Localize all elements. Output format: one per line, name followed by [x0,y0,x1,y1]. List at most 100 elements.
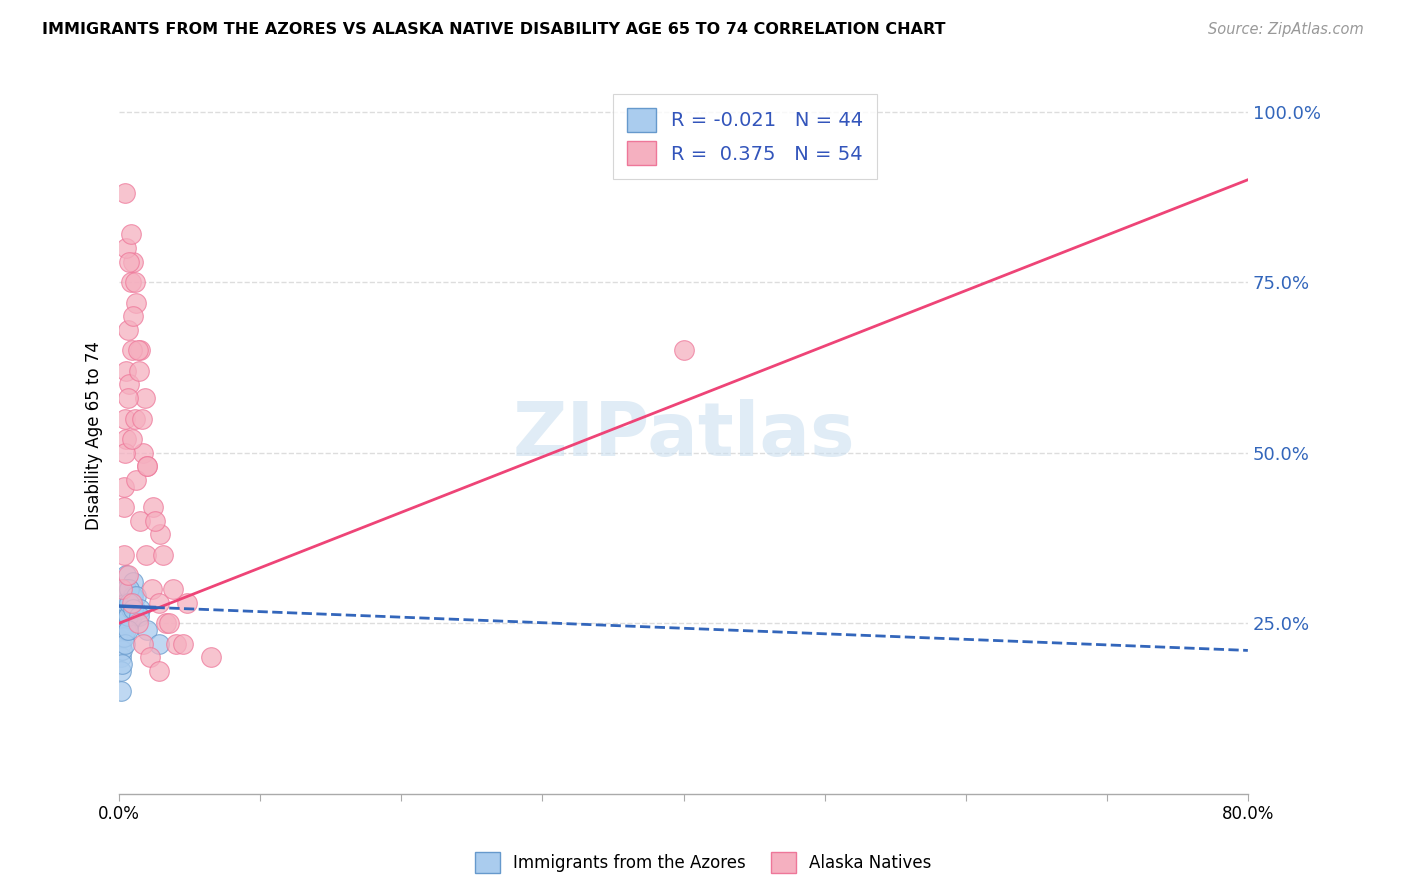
Point [112,500,135,515]
Point [149,527,172,541]
Point [162,582,184,596]
Text: IMMIGRANTS FROM THE AZORES VS ALASKA NATIVE DISABILITY AGE 65 TO 74 CORRELATION : IMMIGRANTS FROM THE AZORES VS ALASKA NAT… [42,22,946,37]
Point [114,616,136,631]
Point [157,616,180,631]
Legend: Immigrants from the Azores, Alaska Natives: Immigrants from the Azores, Alaska Nativ… [468,846,938,880]
Point [118,582,141,596]
Point [120,596,142,610]
Point [125,295,148,310]
Point [152,548,174,562]
Y-axis label: Disability Age 65 to 74: Disability Age 65 to 74 [86,341,103,530]
Point [127,343,149,358]
Point [120,602,142,616]
Point [118,616,141,631]
Point [121,596,143,610]
Point [200,650,222,665]
Point [111,630,134,644]
Point [131,411,153,425]
Point [124,275,146,289]
Point [142,500,165,515]
Point [110,684,132,698]
Legend: R = -0.021   N = 44, R =  0.375   N = 54: R = -0.021 N = 44, R = 0.375 N = 54 [613,95,877,178]
Point [114,411,136,425]
Point [136,459,159,474]
Point [111,643,134,657]
Point [132,637,155,651]
Point [118,254,141,268]
Point [112,548,135,562]
Point [115,596,138,610]
Point [125,473,148,487]
Point [115,432,138,446]
Point [115,364,138,378]
Point [129,602,152,616]
Point [148,664,170,678]
Point [111,582,134,596]
Point [117,609,139,624]
Point [155,616,177,631]
Point [120,275,142,289]
Point [111,596,134,610]
Text: ZIPatlas: ZIPatlas [512,399,855,472]
Point [148,596,170,610]
Point [124,411,146,425]
Point [121,609,143,624]
Point [122,575,145,590]
Point [115,623,138,637]
Point [118,377,141,392]
Point [139,650,162,665]
Point [115,582,138,596]
Point [114,609,136,624]
Point [172,637,194,651]
Point [111,657,134,671]
Point [165,637,187,651]
Point [121,343,143,358]
Point [112,480,135,494]
Point [112,582,135,596]
Point [117,609,139,624]
Point [120,227,142,242]
Point [117,323,139,337]
Point [121,432,143,446]
Point [120,602,142,616]
Point [118,616,141,631]
Point [115,568,138,582]
Point [129,514,152,528]
Point [136,623,159,637]
Point [135,548,157,562]
Point [115,241,138,255]
Point [128,609,150,624]
Point [114,596,136,610]
Point [132,445,155,459]
Point [122,309,145,323]
Point [111,623,134,637]
Point [143,514,166,528]
Point [117,596,139,610]
Point [124,602,146,616]
Point [122,589,145,603]
Point [110,637,132,651]
Point [122,602,145,616]
Point [122,254,145,268]
Text: Source: ZipAtlas.com: Source: ZipAtlas.com [1208,22,1364,37]
Point [117,623,139,637]
Point [110,664,132,678]
Point [127,616,149,631]
Point [114,445,136,459]
Point [128,364,150,378]
Point [141,582,163,596]
Point [114,637,136,651]
Point [118,596,141,610]
Point [125,589,148,603]
Point [136,459,159,474]
Point [148,637,170,651]
Point [121,589,143,603]
Point [117,568,139,582]
Point [134,391,156,405]
Point [129,343,152,358]
Point [112,609,135,624]
Point [117,602,139,616]
Point [117,391,139,405]
Point [112,602,135,616]
Point [176,596,198,610]
